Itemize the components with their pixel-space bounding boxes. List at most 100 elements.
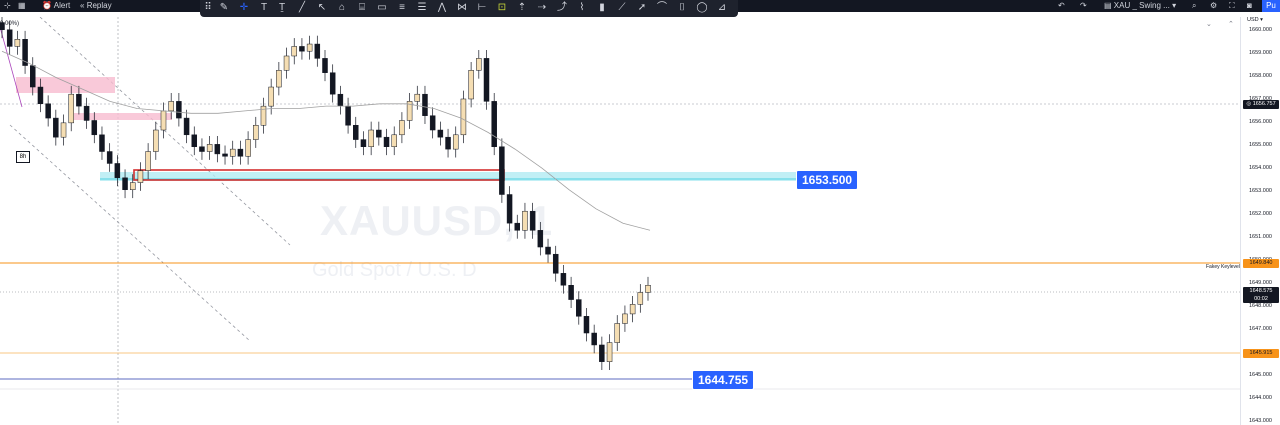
- comment-icon[interactable]: ▭: [377, 2, 387, 13]
- replay-icon: «: [80, 1, 85, 10]
- replay-button[interactable]: « Replay: [80, 0, 112, 12]
- last-price-label: 1648.575 00:02: [1243, 287, 1279, 303]
- candle-body: [353, 124, 359, 140]
- chevron-up-small-icon[interactable]: ⌃: [1228, 21, 1234, 28]
- watermark-description: Gold Spot / U.S. D: [312, 259, 477, 281]
- candle-body: [314, 43, 321, 59]
- pattern-icon[interactable]: ⋀: [437, 2, 447, 13]
- price-scale[interactable]: USD ▾ 1660.000 1659.000 1658.000 1657.000 16…: [1240, 17, 1280, 425]
- layout-name-button[interactable]: ▤ XAU _ Swing ... ▾: [1104, 0, 1176, 12]
- arrow-tool-icon[interactable]: ↖: [317, 2, 327, 13]
- candle-body: [560, 273, 567, 286]
- fullscreen-icon[interactable]: ⛶: [1229, 1, 1235, 10]
- search-icon[interactable]: ⌕: [1192, 1, 1197, 10]
- candle-body: [253, 124, 259, 140]
- callout-lower-price: 1644.755: [692, 370, 755, 390]
- publish-button[interactable]: Pu: [1262, 0, 1280, 12]
- candle-body: [183, 117, 190, 136]
- bars-pattern-icon[interactable]: ⌷: [679, 2, 685, 13]
- candle-body: [237, 148, 244, 157]
- price-range-icon[interactable]: ⇡: [517, 2, 527, 13]
- callout-icon[interactable]: ⌂: [338, 2, 346, 13]
- candle-body: [222, 153, 228, 157]
- curve-icon[interactable]: ⌒: [657, 2, 667, 13]
- chart-area[interactable]: 0.00%) XAUUSD, 1 Gold Spot / U.S. D 8h 1…: [0, 17, 1240, 425]
- candle-body: [137, 170, 144, 183]
- candle-body: [91, 120, 98, 136]
- currency-selector[interactable]: USD ▾: [1247, 17, 1263, 23]
- candle-body: [129, 182, 136, 190]
- candle-body: [99, 134, 105, 152]
- date-range-icon[interactable]: ⇢: [537, 2, 547, 13]
- price-chart[interactable]: [0, 17, 1240, 425]
- candle-body: [414, 93, 421, 102]
- moving-average-line: [1, 50, 651, 231]
- candle-body: [514, 222, 521, 231]
- candle-body: [552, 253, 559, 274]
- rectangle-tool-icon[interactable]: ⊡: [497, 2, 507, 13]
- candle-body: [476, 58, 482, 71]
- candle-body: [499, 146, 505, 195]
- drag-handle-icon[interactable]: ⠿: [204, 2, 212, 13]
- candle-body: [291, 46, 297, 57]
- candle-body: [145, 151, 151, 171]
- ellipse-icon[interactable]: ◯: [696, 2, 708, 13]
- purple-trend-line: [0, 26, 23, 108]
- crosshair-icon[interactable]: ⊹: [4, 1, 11, 10]
- brush-icon[interactable]: ✎: [219, 2, 229, 13]
- candle-body: [176, 101, 182, 119]
- fib-retracement-icon[interactable]: ☰: [417, 2, 427, 13]
- candle-body: [529, 210, 536, 231]
- measure-icon[interactable]: ⊿: [717, 2, 727, 13]
- replay-label: Replay: [86, 1, 112, 10]
- watermark-symbol: XAUUSD, 1: [320, 197, 554, 244]
- candle-body: [30, 65, 36, 88]
- arrow-marker-icon[interactable]: ➚: [637, 2, 647, 13]
- candle-body: [637, 292, 644, 305]
- crosshair-price-label: ◎ 1656.757: [1243, 100, 1279, 109]
- text-cursor-icon[interactable]: Ṯ: [278, 2, 286, 13]
- redo-icon[interactable]: ↷: [1080, 1, 1087, 10]
- layout-grid-icon[interactable]: ▦: [18, 1, 26, 10]
- candle-body: [206, 144, 213, 152]
- candle-body: [583, 316, 590, 334]
- forecast-icon[interactable]: ⤴: [557, 2, 567, 13]
- elliott-wave-icon[interactable]: ⋈: [457, 2, 467, 13]
- undo-icon[interactable]: ↶: [1058, 1, 1065, 10]
- candle-body: [337, 93, 344, 107]
- price-tick: 1656.000: [1249, 119, 1272, 125]
- candle-body: [483, 58, 490, 102]
- candle-body: [360, 139, 367, 147]
- settings-icon[interactable]: ⚙: [1210, 1, 1218, 10]
- note-icon[interactable]: ⌸: [359, 2, 365, 13]
- cycle-line-icon[interactable]: ⊢: [477, 2, 487, 13]
- candle-body: [45, 103, 51, 119]
- text-tool-icon[interactable]: T: [260, 2, 268, 13]
- alert-label: Alert: [53, 1, 71, 10]
- candle-body: [406, 101, 413, 121]
- candle-body: [460, 98, 467, 136]
- alert-button[interactable]: ⏰ Alert: [42, 0, 70, 12]
- candle-body: [260, 105, 267, 126]
- candle-body: [629, 304, 636, 315]
- candle-body: [37, 86, 44, 105]
- price-tick: 1648.000: [1249, 303, 1272, 309]
- crosshair-tool-icon[interactable]: ✛: [239, 2, 249, 13]
- candle-body: [283, 55, 290, 71]
- candle-body: [199, 146, 205, 152]
- projection-icon[interactable]: ⌇: [579, 2, 585, 13]
- candle-body: [599, 344, 605, 362]
- candle-body: [191, 134, 198, 147]
- candle-body: [160, 110, 167, 131]
- camera-icon[interactable]: ◙: [1247, 1, 1252, 10]
- candle-body: [522, 210, 528, 231]
- chevron-down-small-icon[interactable]: ⌄: [1206, 21, 1212, 28]
- long-position-icon[interactable]: ▮: [599, 2, 605, 13]
- chevron-down-icon: ▾: [1172, 1, 1177, 10]
- ray-icon[interactable]: ⟋: [618, 2, 626, 13]
- horizontal-ray-icon[interactable]: ≡: [399, 2, 405, 13]
- trend-line-icon[interactable]: ╱: [298, 2, 306, 13]
- candle-body: [399, 120, 405, 136]
- candle-body: [568, 285, 574, 300]
- price-tick: 1654.000: [1249, 165, 1272, 171]
